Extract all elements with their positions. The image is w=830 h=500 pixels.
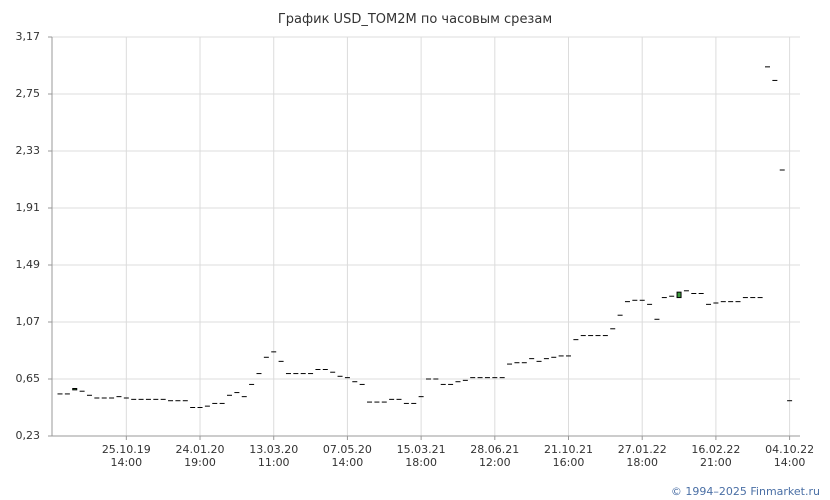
x-tick-label: 04.10.22 14:00 <box>765 443 815 469</box>
x-tick-label: 24.01.20 19:00 <box>175 443 225 469</box>
y-tick-label: 3,17 <box>16 30 41 43</box>
x-tick-label: 07.05.20 14:00 <box>322 443 372 469</box>
footer: © 1994–2025 Finmarket.ru <box>670 485 820 498</box>
candle <box>676 291 682 299</box>
y-tick-label: 2,33 <box>16 144 41 157</box>
x-tick-label: 15.03.21 18:00 <box>396 443 446 469</box>
y-tick-label: 1,49 <box>16 258 41 271</box>
x-tick-label: 21.10.21 16:00 <box>544 443 593 469</box>
y-tick-label: 0,23 <box>16 429 41 442</box>
y-tick-label: 1,07 <box>16 315 41 328</box>
y-tick-label: 1,91 <box>16 201 41 214</box>
x-tick-label: 25.10.19 14:00 <box>101 443 151 469</box>
x-tick-label: 13.03.20 11:00 <box>249 443 299 469</box>
x-tick-label: 27.01.22 18:00 <box>617 443 667 469</box>
y-tick-label: 2,75 <box>16 87 41 100</box>
x-tick-label: 28.06.21 12:00 <box>470 443 520 469</box>
y-tick-label: 0,65 <box>16 372 41 385</box>
candle <box>72 388 78 391</box>
chart-title: График USD_TOM2M по часовым срезам <box>277 12 553 27</box>
x-tick-label: 16.02.22 21:00 <box>691 443 741 469</box>
